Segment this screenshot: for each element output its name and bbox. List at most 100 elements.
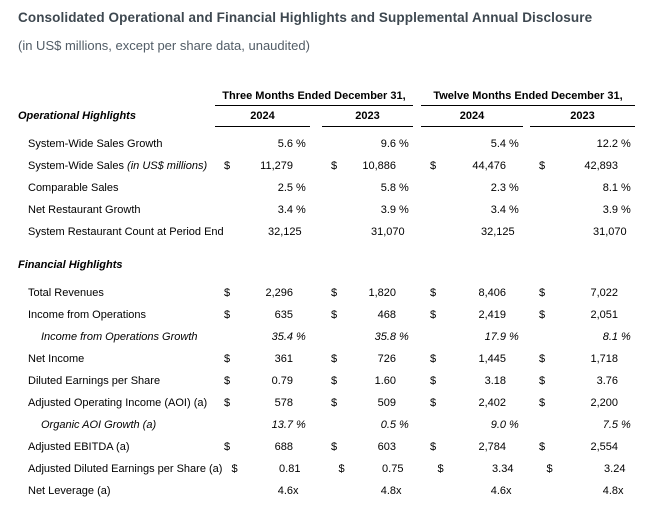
dollar-sign: $ xyxy=(539,353,546,365)
value-suffix: % xyxy=(296,182,306,194)
dollar-sign: $ xyxy=(331,353,338,365)
value: 2,784 xyxy=(478,441,506,453)
cell-3m-2023: 9.6% xyxy=(322,138,413,150)
value-suffix: % xyxy=(399,419,409,431)
dollar-sign: $ xyxy=(331,287,338,299)
value: 3.24 xyxy=(604,463,626,475)
disclosure-page: Consolidated Operational and Financial H… xyxy=(0,9,657,502)
dollar-sign xyxy=(215,204,237,216)
row-label: Adjusted Operating Income (AOI) (a) xyxy=(28,397,208,409)
row-label: System-Wide Sales (in US$ millions) xyxy=(28,160,208,172)
value-suffix xyxy=(293,309,310,321)
value-suffix: x xyxy=(618,485,624,497)
value-suffix: x xyxy=(396,485,402,497)
value-suffix xyxy=(627,226,644,238)
value-suffix: % xyxy=(399,182,409,194)
cell-3m-2024: 3.4% xyxy=(215,204,310,216)
year-column-12m-2024: 2024 xyxy=(421,106,523,127)
value-suffix xyxy=(618,441,635,453)
dollar-sign: $ xyxy=(331,397,338,409)
cell-12m-2024: $2,419 xyxy=(421,309,523,321)
value: 5.6 xyxy=(277,138,293,150)
cell-3m-2023: $10,886 xyxy=(322,160,413,172)
cell-12m-2023: 8.1% xyxy=(530,182,635,194)
cell-12m-2023: $3.76 xyxy=(530,375,635,387)
dollar-sign xyxy=(224,226,246,238)
value-suffix xyxy=(396,397,413,409)
row-label: Net Leverage (a) xyxy=(28,485,111,497)
year-column-3m-2023: 2023 xyxy=(322,106,413,127)
dollar-sign: $ xyxy=(539,160,546,172)
dollar-sign xyxy=(421,138,443,150)
row-label: Adjusted EBITDA (a) xyxy=(28,441,130,453)
dollar-sign xyxy=(421,182,443,194)
value-suffix xyxy=(618,309,635,321)
value: 2,419 xyxy=(478,309,506,321)
year-column-12m-2023: 2023 xyxy=(530,106,635,127)
value-suffix xyxy=(293,397,310,409)
dollar-sign xyxy=(322,419,344,431)
value-suffix xyxy=(396,353,413,365)
table-row: System-Wide Sales (in US$ millions) $11,… xyxy=(18,155,653,177)
value-suffix: % xyxy=(399,331,409,343)
value: 32,125 xyxy=(268,226,302,238)
row-label: Total Revenues xyxy=(28,287,104,299)
value-suffix xyxy=(625,463,642,475)
cell-3m-2023: $0.75 xyxy=(329,463,420,475)
value: 4.6 xyxy=(277,485,293,497)
cell-12m-2024: 4.6 x xyxy=(421,485,523,497)
dollar-sign xyxy=(430,226,452,238)
table-row: Comparable Sales 2.5% 5.8% 2.3% 8.1% xyxy=(18,177,653,199)
dollar-sign: $ xyxy=(231,463,238,475)
dollar-sign: $ xyxy=(331,441,338,453)
dollar-sign: $ xyxy=(437,463,444,475)
dollar-sign: $ xyxy=(430,375,437,387)
row-label: System Restaurant Count at Period End xyxy=(28,226,224,238)
value-suffix xyxy=(513,463,530,475)
highlights-table: Three Months Ended December 31, Twelve M… xyxy=(18,90,653,502)
dollar-sign: $ xyxy=(539,397,546,409)
cell-12m-2024: 32,125 xyxy=(430,226,532,238)
cell-12m-2023: $42,893 xyxy=(530,160,635,172)
value-suffix: % xyxy=(621,331,631,343)
year-header-row: Operational Highlights 2024 2023 2024 20… xyxy=(18,106,653,127)
table-row: Income from Operations $635 $468 $2,419 … xyxy=(18,304,653,326)
value: 7,022 xyxy=(590,287,618,299)
dollar-sign: $ xyxy=(546,463,553,475)
value: 5.8 xyxy=(380,182,396,194)
cell-12m-2024: $44,476 xyxy=(421,160,523,172)
cell-12m-2023: $1,718 xyxy=(530,353,635,365)
cell-12m-2024: $8,406 xyxy=(421,287,523,299)
value-suffix xyxy=(293,441,310,453)
value-suffix xyxy=(396,375,413,387)
value: 2,554 xyxy=(590,441,618,453)
value: 3.34 xyxy=(492,463,514,475)
value-suffix: % xyxy=(296,331,306,343)
table-row: Total Revenues $2,296 $1,820 $8,406 $7,0… xyxy=(18,282,653,304)
cell-3m-2023: 3.9% xyxy=(322,204,413,216)
section-title-operational-highlights: Operational Highlights xyxy=(18,110,136,122)
cell-12m-2024: 3.4% xyxy=(421,204,523,216)
value-suffix xyxy=(506,353,523,365)
cell-3m-2023: $509 xyxy=(322,397,413,409)
value: 35.8 xyxy=(374,331,396,343)
dollar-sign xyxy=(215,138,237,150)
value-suffix xyxy=(618,397,635,409)
cell-3m-2024: $578 xyxy=(215,397,310,409)
value-suffix: % xyxy=(399,138,409,150)
value-suffix xyxy=(515,226,532,238)
value: 4.6 xyxy=(490,485,506,497)
dollar-sign: $ xyxy=(430,441,437,453)
cell-12m-2024: $2,402 xyxy=(421,397,523,409)
value: 726 xyxy=(377,353,396,365)
value: 8.1 xyxy=(602,182,618,194)
dollar-sign xyxy=(331,226,353,238)
dollar-sign xyxy=(530,204,552,216)
cell-3m-2024: $688 xyxy=(215,441,310,453)
dollar-sign: $ xyxy=(331,309,338,321)
cell-3m-2023: 4.8 x xyxy=(322,485,413,497)
cell-3m-2024: 13.7% xyxy=(215,419,310,431)
value-suffix xyxy=(506,397,523,409)
value: 1.60 xyxy=(374,375,396,387)
cell-12m-2023: 31,070 xyxy=(539,226,644,238)
